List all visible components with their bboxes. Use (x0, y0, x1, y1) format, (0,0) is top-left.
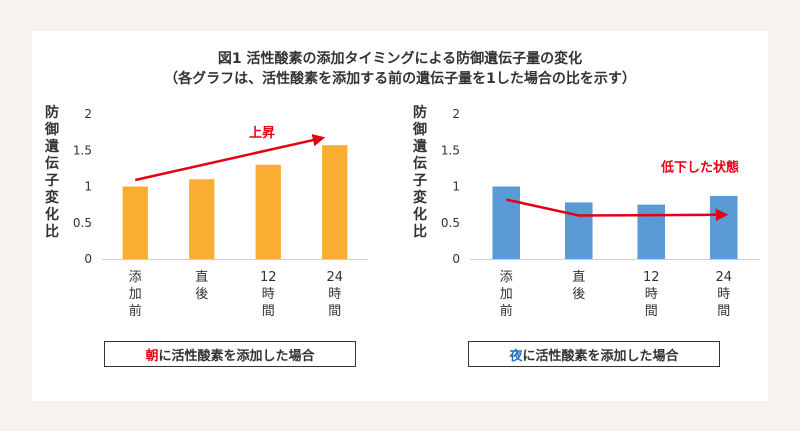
y-tick-label: 2 (452, 107, 460, 121)
x-category-label: 直 (572, 270, 585, 285)
x-category-label: 添 (500, 270, 513, 285)
y-axis-label-char: 遺 (45, 138, 60, 155)
y-tick-label: 1.5 (441, 143, 460, 157)
bar-直後 (564, 202, 593, 259)
y-axis-label-char: 御 (412, 121, 427, 138)
caption-night: 夜に活性酸素を添加した場合 (468, 341, 720, 367)
y-axis-label-char: 比 (45, 223, 59, 240)
figure-title: 図1 活性酸素の添加タイミングによる防御遺伝子量の変化 （各グラフは、活性酸素を… (32, 49, 768, 89)
x-category-label: 12 (643, 270, 660, 285)
x-category-label: 間 (645, 304, 658, 319)
bar-24時間 (709, 195, 738, 259)
bar-添加前 (492, 186, 521, 259)
y-tick-label: 0 (84, 252, 92, 266)
x-category-label: 後 (195, 287, 208, 302)
y-tick-label: 0.5 (441, 216, 460, 230)
y-axis-label-char: 化 (413, 206, 427, 223)
x-category-label: 時 (328, 287, 341, 302)
y-axis-label-char: 防 (45, 104, 59, 121)
x-category-label: 24 (326, 270, 343, 285)
y-axis-label-char: 遺 (413, 138, 428, 155)
x-category-label: 24 (715, 270, 732, 285)
title-line-2: （各グラフは、活性酸素を添加する前の遺伝子量を1した場合の比を示す） (164, 71, 636, 87)
caption-night-highlight: 夜 (509, 348, 523, 364)
caption-night-text: に活性酸素を添加した場合 (522, 348, 679, 364)
trend-arrow (134, 134, 326, 182)
y-axis-label-char: 変 (45, 189, 59, 206)
y-tick-label: 0.5 (73, 216, 92, 230)
x-category-label: 後 (572, 287, 585, 302)
x-category-label: 加 (500, 287, 513, 302)
y-axis-label-char: 比 (413, 223, 427, 240)
y-axis-label-char: 子 (45, 173, 59, 189)
x-category-label: 前 (500, 303, 513, 319)
bar-直後 (189, 179, 215, 259)
annotation-label: 上昇 (249, 126, 275, 141)
bar-添加前 (122, 186, 148, 259)
caption-morning-text: に活性酸素を添加した場合 (158, 348, 315, 364)
bar-24時間 (322, 145, 348, 259)
x-category-label: 前 (129, 303, 142, 319)
x-category-label: 間 (717, 304, 730, 319)
y-tick-label: 1 (452, 180, 460, 194)
x-category-label: 加 (129, 287, 142, 302)
caption-morning: 朝に活性酸素を添加した場合 (104, 341, 356, 367)
x-category-label: 12 (260, 270, 277, 285)
title-line-1: 図1 活性酸素の添加タイミングによる防御遺伝子量の変化 (217, 51, 583, 67)
annotation-label: 低下した状態 (660, 159, 739, 175)
y-axis-label-char: 伝 (413, 155, 427, 172)
y-axis-label-char: 伝 (45, 155, 59, 172)
x-category-label: 間 (262, 304, 275, 319)
y-axis-label-char: 御 (44, 121, 59, 138)
x-category-label: 間 (328, 304, 341, 319)
x-category-label: 添 (129, 270, 142, 285)
y-tick-label: 1 (84, 180, 92, 194)
caption-morning-highlight: 朝 (145, 348, 159, 364)
figure-panel: 図1 活性酸素の添加タイミングによる防御遺伝子量の変化 （各グラフは、活性酸素を… (32, 31, 768, 401)
bar-12時間 (637, 204, 666, 259)
bar-12時間 (255, 164, 281, 259)
y-axis-label-char: 変 (413, 189, 427, 206)
y-tick-label: 2 (84, 107, 92, 121)
y-axis-label-char: 子 (413, 173, 427, 189)
trend-arrow (505, 198, 729, 222)
y-tick-label: 0 (452, 252, 460, 266)
x-category-label: 時 (645, 287, 658, 302)
x-category-label: 時 (262, 287, 275, 302)
y-axis-label-char: 化 (45, 206, 59, 223)
x-category-label: 直 (195, 270, 208, 285)
y-tick-label: 1.5 (73, 143, 92, 157)
y-axis-label-char: 防 (413, 104, 427, 121)
x-category-label: 時 (717, 287, 730, 302)
